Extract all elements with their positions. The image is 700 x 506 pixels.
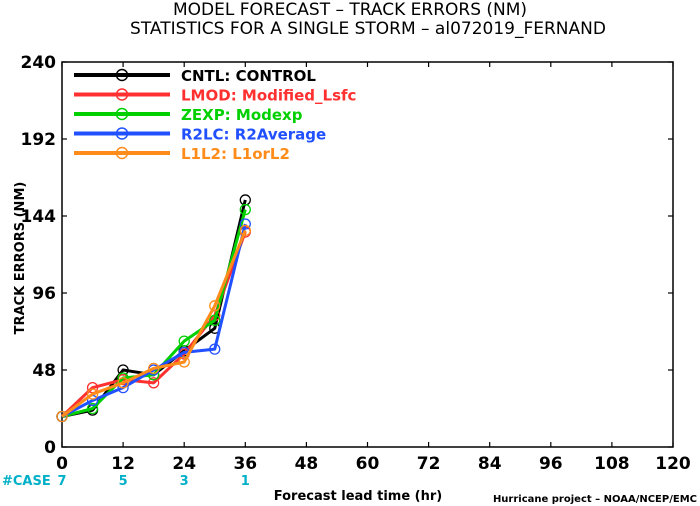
x-tick-label: 108 — [594, 454, 630, 474]
tick-labels: 0 12 24 36 48 60 72 84 96 108 120 0 48 96 144 192 240 — [21, 53, 691, 474]
x-tick-label: 72 — [417, 454, 441, 474]
case-counts: #CASE 7 5 3 1 — [2, 474, 250, 489]
y-tick-label: 240 — [21, 53, 57, 73]
legend-entry: CNTL: CONTROL — [181, 67, 316, 85]
legend-marker — [115, 68, 129, 82]
legend-entry: R2LC: R2Average — [181, 126, 326, 144]
data-point — [147, 362, 160, 375]
x-tick-label: 36 — [233, 454, 257, 474]
y-tick-label: 48 — [32, 361, 56, 381]
legend-marker — [115, 88, 129, 101]
legend-entry: L1L2: L1orL2 — [181, 145, 290, 163]
series-layer — [56, 194, 251, 423]
data-point — [209, 314, 221, 326]
legend-marker — [115, 146, 129, 160]
data-point — [56, 410, 68, 423]
data-point — [178, 356, 190, 368]
credit-text: Hurricane project – NOAA/NCEP/EMC — [493, 494, 697, 505]
case-count: 1 — [241, 474, 250, 489]
data-point — [209, 343, 221, 355]
x-tick-label: 24 — [172, 454, 196, 474]
series-line-4 — [61, 229, 247, 418]
y-tick-label: 192 — [21, 130, 57, 150]
case-header: #CASE — [2, 474, 51, 489]
x-tick-label: 60 — [356, 454, 380, 474]
data-point — [178, 335, 190, 347]
data-point — [239, 203, 251, 216]
y-tick-label: 0 — [44, 438, 56, 458]
x-tick-label: 48 — [295, 454, 319, 474]
x-tick-label: 0 — [56, 454, 68, 474]
data-point — [147, 377, 160, 389]
legend-marker — [115, 107, 129, 121]
plot-frame — [61, 61, 674, 448]
case-count: 7 — [57, 474, 66, 489]
data-point — [209, 300, 221, 312]
data-point — [117, 377, 129, 389]
y-axis-label: TRACK ERRORS (NM) — [13, 182, 28, 335]
data-point — [239, 224, 251, 237]
y-tick-label: 144 — [21, 207, 57, 227]
series-line-2 — [61, 209, 247, 418]
x-tick-label: 120 — [655, 454, 691, 474]
case-count: 5 — [119, 474, 128, 489]
y-tick-label: 96 — [32, 284, 56, 304]
x-tick-label: 12 — [111, 454, 135, 474]
legend-marker — [115, 127, 129, 140]
legend-entry: LMOD: Modified_Lsfc — [181, 87, 356, 105]
data-point — [86, 402, 99, 415]
x-tick-label: 84 — [478, 454, 502, 474]
case-count: 3 — [180, 474, 189, 489]
x-axis-label: Forecast lead time (hr) — [274, 489, 442, 504]
data-point — [86, 388, 99, 400]
chart-title: MODEL FORECAST – TRACK ERRORS (NM) — [173, 0, 527, 20]
data-point — [239, 218, 251, 230]
legend-entry: ZEXP: Modexp — [181, 106, 303, 124]
x-tick-label: 96 — [539, 454, 563, 474]
plot-area — [61, 61, 674, 448]
chart-subtitle: STATISTICS FOR A SINGLE STORM – al072019… — [130, 19, 606, 39]
